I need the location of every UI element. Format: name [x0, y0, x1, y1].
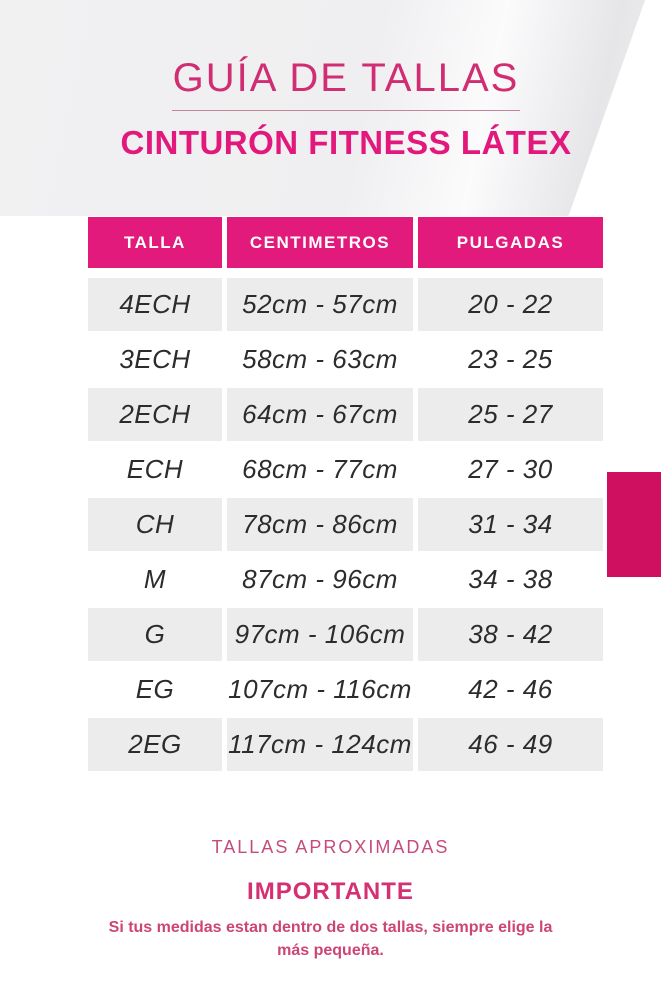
centimetros-cell: 97cm - 106cm	[227, 608, 413, 661]
centimetros-cell: 117cm - 124cm	[227, 718, 413, 771]
header-ribbon	[0, 0, 646, 216]
table-row: CH 78cm - 86cm 31 - 34	[88, 498, 603, 551]
table-row: 2ECH 64cm - 67cm 25 - 27	[88, 388, 603, 441]
pulgadas-cell: 46 - 49	[418, 718, 603, 771]
talla-cell: 3ECH	[88, 333, 222, 386]
pulgadas-cell: 20 - 22	[418, 278, 603, 331]
centimetros-cell: 52cm - 57cm	[227, 278, 413, 331]
table-row: ECH 68cm - 77cm 27 - 30	[88, 443, 603, 496]
important-title: IMPORTANTE	[247, 878, 414, 905]
size-table: TALLA CENTIMETROS PULGADAS 4ECH 52cm - 5…	[88, 217, 603, 773]
centimetros-cell: 64cm - 67cm	[227, 388, 413, 441]
centimetros-cell: 58cm - 63cm	[227, 333, 413, 386]
centimetros-cell: 87cm - 96cm	[227, 553, 413, 606]
pulgadas-cell: 25 - 27	[418, 388, 603, 441]
column-header-talla: TALLA	[88, 217, 222, 268]
pulgadas-cell: 34 - 38	[418, 553, 603, 606]
talla-cell: ECH	[88, 443, 222, 496]
approx-sizes-label: TALLAS APROXIMADAS	[211, 837, 450, 857]
talla-cell: 2ECH	[88, 388, 222, 441]
table-header-row: TALLA CENTIMETROS PULGADAS	[88, 217, 603, 268]
talla-cell: M	[88, 553, 222, 606]
accent-block	[607, 472, 661, 577]
column-header-pulgadas: PULGADAS	[418, 217, 603, 268]
talla-cell: G	[88, 608, 222, 661]
column-header-centimetros: CENTIMETROS	[227, 217, 413, 268]
table-row: G 97cm - 106cm 38 - 42	[88, 608, 603, 661]
table-row: 3ECH 58cm - 63cm 23 - 25	[88, 333, 603, 386]
table-row: EG 107cm - 116cm 42 - 46	[88, 663, 603, 716]
pulgadas-cell: 23 - 25	[418, 333, 603, 386]
title-underline	[172, 110, 520, 111]
centimetros-cell: 78cm - 86cm	[227, 498, 413, 551]
pulgadas-cell: 31 - 34	[418, 498, 603, 551]
pulgadas-cell: 38 - 42	[418, 608, 603, 661]
talla-cell: EG	[88, 663, 222, 716]
page-title: GUÍA DE TALLAS	[172, 56, 520, 100]
table-row: 4ECH 52cm - 57cm 20 - 22	[88, 278, 603, 331]
centimetros-cell: 107cm - 116cm	[227, 663, 413, 716]
pulgadas-cell: 27 - 30	[418, 443, 603, 496]
centimetros-cell: 68cm - 77cm	[227, 443, 413, 496]
important-note: Si tus medidas estan dentro de dos talla…	[108, 919, 553, 960]
pulgadas-cell: 42 - 46	[418, 663, 603, 716]
page-subtitle: CINTURÓN FITNESS LÁTEX	[120, 124, 572, 161]
talla-cell: 4ECH	[88, 278, 222, 331]
table-row: M 87cm - 96cm 34 - 38	[88, 553, 603, 606]
table-row: 2EG 117cm - 124cm 46 - 49	[88, 718, 603, 771]
talla-cell: 2EG	[88, 718, 222, 771]
talla-cell: CH	[88, 498, 222, 551]
